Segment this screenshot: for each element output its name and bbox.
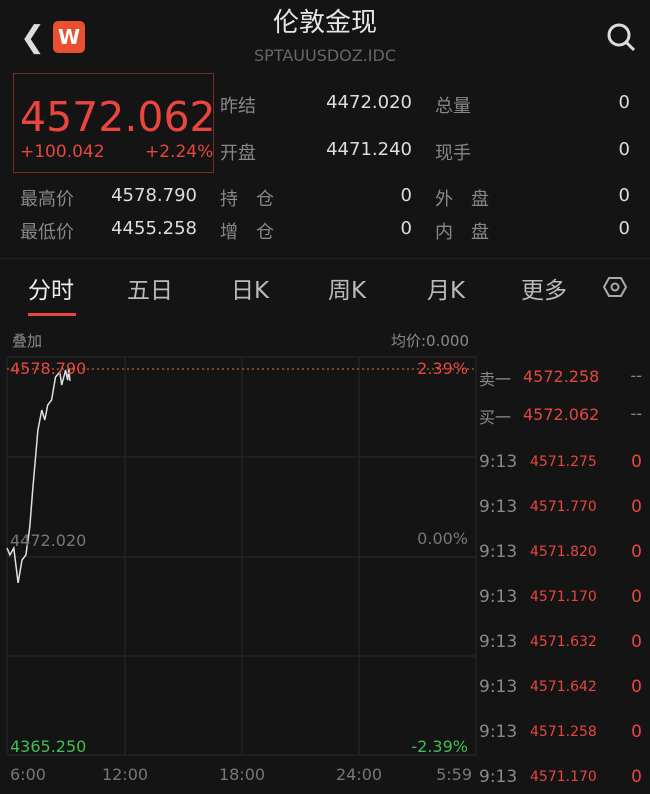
tab-monthly-k[interactable]: 月K — [427, 278, 466, 304]
quote-level-price: 4572.062 — [523, 405, 600, 424]
tick-volume: 0 — [631, 452, 642, 472]
tick-time: 9:13 — [479, 632, 518, 652]
search-icon[interactable] — [606, 22, 636, 52]
stat-value: 4471.240 — [326, 139, 412, 160]
stat-label: 总量 — [435, 96, 471, 117]
tick-volume: 0 — [631, 767, 642, 787]
quote-level-price: 4572.258 — [523, 367, 600, 386]
x-tick: 6:00 — [10, 765, 46, 784]
intraday-chart[interactable]: 4578.790 2.39% 4472.020 0.00% 4365.250 -… — [0, 320, 650, 794]
stat-label: 最低价 — [20, 222, 74, 243]
stat-value: 0 — [618, 218, 630, 239]
tick-price: 4571.820 — [530, 544, 597, 560]
tick-volume: 0 — [631, 677, 642, 697]
quote-level-label: 卖一 — [479, 370, 512, 389]
stat-value: 0 — [400, 185, 412, 206]
tick-volume: 0 — [631, 632, 642, 652]
tick-time: 9:13 — [479, 677, 518, 697]
page-title: 伦敦金现 — [272, 8, 377, 38]
tick-time: 9:13 — [479, 767, 518, 787]
back-button[interactable]: ❮ — [20, 20, 46, 55]
overlay-button[interactable]: 叠加 — [12, 332, 43, 350]
stat-label: 增 仓 — [220, 222, 274, 243]
tick-volume: 0 — [631, 587, 642, 607]
y-label-high-pct: 2.39% — [417, 359, 468, 378]
symbol-code: SPTAUUSDOZ.IDC — [253, 46, 397, 65]
x-tick: 12:00 — [102, 765, 148, 784]
stat-label: 外 盘 — [435, 189, 489, 210]
active-tab-indicator — [28, 313, 76, 316]
stat-label: 开盘 — [220, 143, 256, 164]
tab-intraday[interactable]: 分时 — [28, 278, 74, 304]
tab-5day[interactable]: 五日 — [127, 278, 173, 304]
last-price: 4572.062 — [20, 93, 216, 141]
y-label-mid: 4472.020 — [10, 531, 86, 550]
stat-label: 现手 — [435, 143, 471, 164]
stat-value: 4578.790 — [111, 185, 197, 206]
tick-volume: 0 — [631, 542, 642, 562]
x-tick: 24:00 — [336, 765, 382, 784]
quote-level-volume: -- — [630, 366, 642, 385]
x-tick: 18:00 — [219, 765, 265, 784]
stat-value: 0 — [618, 92, 630, 113]
tick-price: 4571.258 — [530, 724, 597, 740]
hexagon-settings-icon[interactable] — [603, 275, 627, 299]
period-tabs: 分时 五日 日K 周K 月K 更多 — [0, 258, 650, 316]
tick-price: 4571.275 — [530, 454, 597, 470]
quote-level-volume: -- — [630, 404, 642, 423]
tick-time: 9:13 — [479, 497, 518, 517]
stat-label: 持 仓 — [220, 189, 274, 210]
tick-time: 9:13 — [479, 542, 518, 562]
tick-volume: 0 — [631, 722, 642, 742]
y-label-low: 4365.250 — [10, 737, 86, 756]
logo-icon: W — [53, 21, 85, 53]
stat-value: 0 — [400, 218, 412, 239]
stat-value: 0 — [618, 139, 630, 160]
stat-label: 内 盘 — [435, 222, 489, 243]
tab-daily-k[interactable]: 日K — [231, 278, 270, 304]
tick-price: 4571.170 — [530, 769, 597, 785]
x-tick: 5:59 — [436, 765, 472, 784]
tick-price: 4571.770 — [530, 499, 597, 515]
y-label-high: 4578.790 — [10, 359, 86, 378]
tick-price: 4571.642 — [530, 679, 597, 695]
tick-time: 9:13 — [479, 722, 518, 742]
price-box — [13, 73, 214, 173]
y-label-mid-pct: 0.00% — [417, 529, 468, 548]
stat-value: 4472.020 — [326, 92, 412, 113]
stat-label: 最高价 — [20, 189, 74, 210]
avg-price: 均价:0.000 — [391, 332, 469, 350]
tick-time: 9:13 — [479, 587, 518, 607]
tab-weekly-k[interactable]: 周K — [328, 278, 367, 304]
tab-more[interactable]: 更多 — [521, 278, 567, 304]
tick-price: 4571.170 — [530, 589, 597, 605]
tick-volume: 0 — [631, 497, 642, 517]
price-change-pct: +2.24% — [145, 142, 214, 162]
stat-value: 4455.258 — [111, 218, 197, 239]
tick-time: 9:13 — [479, 452, 518, 472]
price-change: +100.042 — [20, 142, 105, 162]
stat-label: 昨结 — [220, 96, 256, 117]
stat-value: 0 — [618, 185, 630, 206]
y-label-low-pct: -2.39% — [411, 737, 468, 756]
price-line — [6, 368, 71, 584]
tick-price: 4571.632 — [530, 634, 597, 650]
quote-level-label: 买一 — [479, 408, 512, 427]
